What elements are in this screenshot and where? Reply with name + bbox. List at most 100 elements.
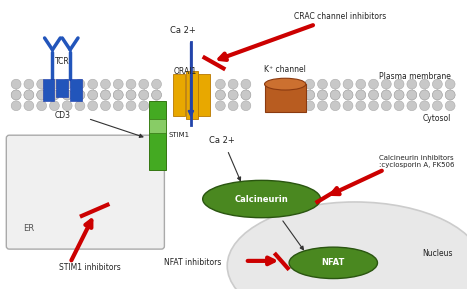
Circle shape [228, 79, 238, 89]
Circle shape [241, 79, 251, 89]
Circle shape [139, 90, 149, 100]
Circle shape [113, 90, 123, 100]
Circle shape [382, 90, 391, 100]
Circle shape [343, 90, 353, 100]
Circle shape [228, 101, 238, 111]
Circle shape [113, 101, 123, 111]
Circle shape [369, 101, 378, 111]
Circle shape [318, 90, 328, 100]
Circle shape [49, 101, 59, 111]
Circle shape [126, 90, 136, 100]
Circle shape [407, 79, 417, 89]
Circle shape [139, 90, 149, 100]
Circle shape [394, 101, 404, 111]
Circle shape [407, 90, 417, 100]
Circle shape [330, 79, 340, 89]
Circle shape [216, 90, 225, 100]
Text: Nucleus: Nucleus [423, 248, 453, 258]
Circle shape [100, 101, 110, 111]
Circle shape [37, 101, 46, 111]
Circle shape [356, 90, 365, 100]
Circle shape [432, 90, 442, 100]
Ellipse shape [289, 247, 377, 279]
Circle shape [228, 90, 238, 100]
Circle shape [419, 90, 429, 100]
Text: TCR: TCR [55, 57, 70, 66]
Circle shape [394, 90, 404, 100]
Circle shape [394, 79, 404, 89]
Circle shape [407, 101, 417, 111]
Circle shape [75, 101, 85, 111]
Circle shape [37, 79, 46, 89]
Bar [149, 119, 166, 133]
Circle shape [419, 79, 429, 89]
FancyBboxPatch shape [6, 135, 164, 249]
Circle shape [126, 101, 136, 111]
Circle shape [62, 90, 72, 100]
Circle shape [432, 101, 442, 111]
Text: Plasma membrane: Plasma membrane [379, 72, 451, 81]
Bar [56, 79, 68, 97]
Bar [264, 84, 306, 112]
Circle shape [305, 101, 315, 111]
Circle shape [419, 90, 429, 100]
Circle shape [305, 79, 315, 89]
Circle shape [37, 90, 46, 100]
Bar [43, 79, 55, 101]
Circle shape [382, 90, 391, 100]
Circle shape [126, 90, 136, 100]
Circle shape [419, 101, 429, 111]
Circle shape [369, 79, 378, 89]
Circle shape [369, 90, 378, 100]
Circle shape [11, 90, 21, 100]
Circle shape [305, 90, 315, 100]
Circle shape [330, 90, 340, 100]
Circle shape [152, 101, 162, 111]
Ellipse shape [227, 202, 474, 292]
Circle shape [343, 90, 353, 100]
Text: ER: ER [23, 224, 34, 233]
Circle shape [318, 79, 328, 89]
Circle shape [241, 101, 251, 111]
Circle shape [88, 90, 98, 100]
Circle shape [152, 90, 162, 100]
Circle shape [432, 79, 442, 89]
Circle shape [356, 90, 365, 100]
Text: Calcineurin: Calcineurin [235, 194, 289, 204]
Circle shape [37, 90, 46, 100]
Circle shape [24, 90, 34, 100]
Circle shape [382, 101, 391, 111]
Text: NFAT inhibitors: NFAT inhibitors [164, 258, 221, 267]
Bar [186, 71, 198, 119]
Circle shape [216, 90, 225, 100]
Circle shape [88, 79, 98, 89]
Circle shape [126, 79, 136, 89]
Bar [149, 101, 166, 170]
Circle shape [75, 90, 85, 100]
Circle shape [62, 101, 72, 111]
Circle shape [24, 101, 34, 111]
Circle shape [49, 79, 59, 89]
Circle shape [318, 90, 328, 100]
Circle shape [24, 79, 34, 89]
Bar [70, 79, 82, 101]
Bar [173, 74, 185, 116]
Ellipse shape [264, 78, 306, 90]
Text: NFAT: NFAT [321, 258, 345, 267]
Text: Ca 2+: Ca 2+ [210, 135, 235, 145]
Text: Ca 2+: Ca 2+ [170, 26, 196, 35]
Circle shape [152, 90, 162, 100]
Circle shape [100, 90, 110, 100]
Circle shape [113, 90, 123, 100]
Circle shape [11, 90, 21, 100]
Circle shape [49, 90, 59, 100]
Circle shape [241, 90, 251, 100]
Circle shape [356, 79, 365, 89]
Circle shape [49, 90, 59, 100]
Circle shape [343, 101, 353, 111]
Circle shape [445, 79, 455, 89]
Text: K⁺ channel: K⁺ channel [264, 65, 306, 74]
Text: Cytosol: Cytosol [423, 114, 451, 123]
Circle shape [75, 90, 85, 100]
Circle shape [356, 101, 365, 111]
